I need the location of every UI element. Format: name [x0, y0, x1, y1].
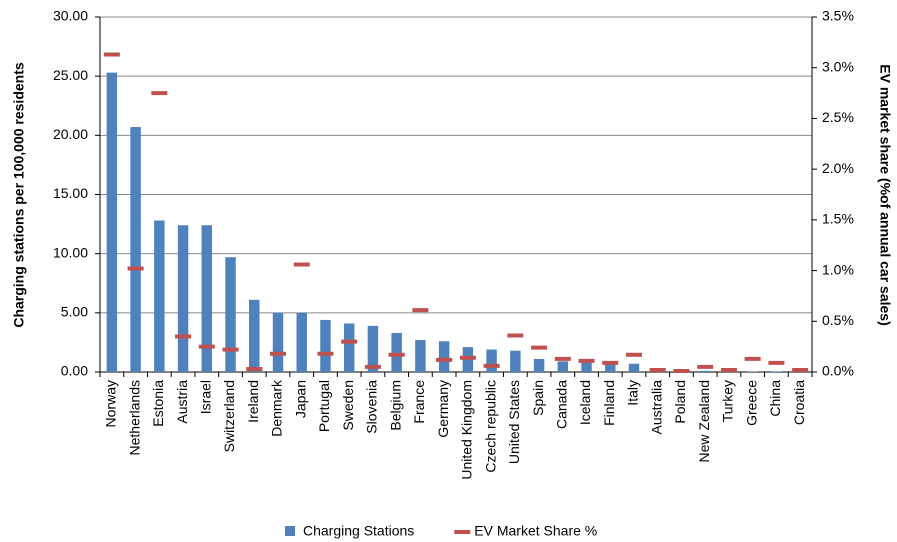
bar [510, 350, 521, 372]
bar [533, 358, 545, 372]
x-tick-label: Belgium [387, 380, 403, 431]
bar [201, 225, 213, 372]
x-tick-label: Germany [435, 380, 451, 438]
x-tick-label: Slovenia [364, 380, 380, 434]
x-tick-label: Iceland [577, 380, 593, 425]
x-tick-label: Estonia [150, 380, 166, 427]
bar [106, 72, 118, 372]
bar [249, 299, 260, 372]
bar [771, 371, 782, 372]
x-tick-label: Switzerland [221, 380, 237, 452]
x-tick-label: Greece [743, 380, 759, 426]
bar [747, 371, 758, 372]
x-tick-label: Italy [625, 380, 641, 406]
bar [628, 363, 640, 372]
y-axis-title: Charging stations per 100,000 residents [11, 62, 27, 328]
x-tick-label: Finland [601, 380, 617, 426]
x-tick-label: United Kingdom [459, 380, 475, 480]
x-tick-label: Austria [174, 380, 190, 424]
legend-label: Charging Stations [303, 523, 414, 539]
bar [272, 312, 284, 372]
x-tick-label: Croatia [791, 380, 807, 425]
x-tick-label: Israel [198, 380, 214, 414]
x-tick-label: Czech republic [482, 380, 498, 473]
x-tick-label: Australia [648, 380, 664, 435]
bar [154, 220, 165, 372]
y-tick-label: 10.00 [53, 244, 88, 260]
y-tick-label: 0.00 [61, 363, 88, 379]
bar [320, 319, 331, 372]
bar [343, 323, 355, 372]
y-tick-label: 5.00 [61, 304, 88, 320]
x-tick-label: Canada [554, 380, 570, 429]
y2-tick-label: 1.5% [822, 211, 854, 227]
bar [415, 340, 426, 372]
x-tick-label: Poland [672, 380, 688, 424]
bar [699, 370, 711, 372]
bar [581, 362, 592, 372]
x-tick-label: France [411, 380, 427, 424]
bar [225, 257, 236, 372]
legend-swatch [285, 526, 295, 536]
bar [177, 225, 189, 372]
y2-tick-label: 0.5% [822, 312, 854, 328]
x-tick-label: China [767, 380, 783, 417]
y2-tick-label: 3.0% [822, 58, 854, 74]
y2-tick-label: 0.0% [822, 363, 854, 379]
y2-tick-label: 2.5% [822, 109, 854, 125]
x-tick-label: United States [506, 380, 522, 464]
bar [557, 361, 569, 372]
x-tick-label: Sweden [340, 380, 356, 431]
bar [391, 332, 402, 372]
x-tick-label: Turkey [720, 380, 736, 422]
y-tick-label: 25.00 [53, 67, 88, 83]
bar [438, 341, 450, 372]
x-tick-label: Portugal [316, 380, 332, 432]
y-tick-label: 20.00 [53, 126, 88, 142]
x-tick-label: Denmark [269, 379, 285, 437]
x-tick-label: Norway [103, 380, 119, 427]
y2-tick-label: 2.0% [822, 160, 854, 176]
x-tick-label: Netherlands [126, 380, 142, 456]
bar [486, 349, 497, 372]
bar [367, 325, 379, 372]
x-tick-label: Spain [530, 380, 546, 416]
y2-axis-title: EV market share (%of annual car sales) [877, 64, 893, 325]
y2-tick-label: 1.0% [822, 261, 854, 277]
bar [605, 362, 616, 372]
bar [296, 312, 307, 372]
bar [130, 127, 141, 372]
x-tick-label: New Zealand [696, 380, 712, 463]
x-tick-label: Japan [292, 380, 308, 418]
y-tick-label: 30.00 [53, 8, 88, 24]
y-tick-label: 15.00 [53, 185, 88, 201]
y2-tick-label: 3.5% [822, 8, 854, 24]
legend-label: EV Market Share % [474, 523, 597, 539]
x-tick-label: Ireland [245, 380, 261, 423]
